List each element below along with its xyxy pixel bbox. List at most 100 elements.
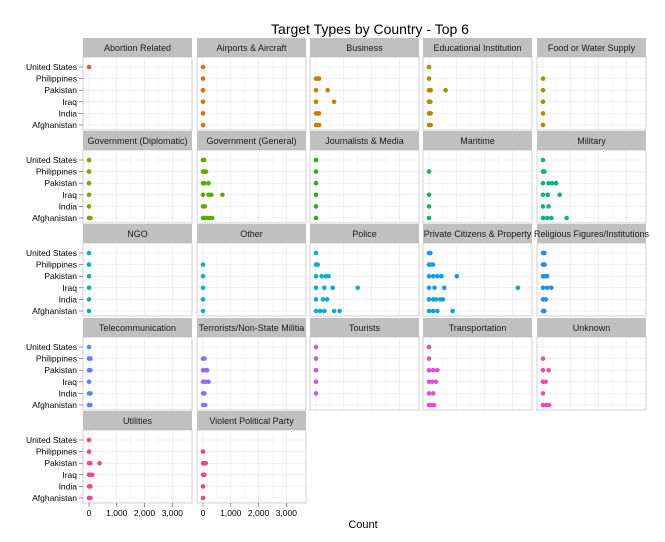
grid-lines xyxy=(197,430,306,503)
grid-lines xyxy=(83,243,192,316)
data-point xyxy=(330,285,335,291)
data-point xyxy=(200,262,206,267)
data-point xyxy=(313,297,319,302)
facet-plot-area xyxy=(536,336,647,411)
facet-panel: Government (General) xyxy=(196,131,307,224)
y-tick-label: Philippines xyxy=(36,260,77,270)
y-tick-label: Afghanistan xyxy=(32,306,77,316)
data-point xyxy=(316,111,322,116)
facet-strip xyxy=(83,38,192,57)
data-point xyxy=(206,379,211,385)
facet-strip xyxy=(83,131,192,150)
data-point xyxy=(430,273,436,279)
x-tick-label: 2,000 xyxy=(134,508,156,518)
data-point xyxy=(426,308,432,314)
grid-lines xyxy=(423,57,532,130)
data-point xyxy=(313,273,319,279)
data-point xyxy=(543,379,549,385)
data-point xyxy=(542,262,547,267)
facet-strip xyxy=(197,411,306,430)
data-point xyxy=(313,344,319,350)
data-point xyxy=(443,87,448,93)
data-point xyxy=(322,285,327,291)
facet-plot-area xyxy=(422,149,533,224)
grid-lines xyxy=(197,150,306,223)
facet-plot-area xyxy=(82,429,193,504)
y-tick-label: India xyxy=(59,108,78,118)
y-tick-label: United States xyxy=(26,248,77,258)
facet-panel: Food or Water Supply xyxy=(536,38,647,131)
data-point xyxy=(426,379,432,385)
data-point xyxy=(200,99,206,105)
data-point xyxy=(203,169,209,174)
facet-plot-area xyxy=(196,56,307,131)
data-point xyxy=(544,215,550,221)
data-point xyxy=(553,180,559,186)
x-tick-label: 3,000 xyxy=(162,508,184,518)
grid-lines xyxy=(423,337,532,410)
data-point xyxy=(313,356,319,361)
facet-strip-label: Government (General) xyxy=(206,136,296,146)
facet-strip-label: Transportation xyxy=(449,323,507,333)
facet-strip-label: Maritime xyxy=(460,136,495,146)
data-point xyxy=(355,285,360,291)
grid-lines xyxy=(537,57,646,130)
facet-panel: Abortion Related xyxy=(82,38,193,131)
data-point xyxy=(542,250,547,256)
facet-strip-label: Telecommunication xyxy=(99,323,176,333)
y-tick-label: Iraq xyxy=(62,97,77,107)
data-point xyxy=(204,367,210,373)
data-point xyxy=(313,157,319,163)
data-point xyxy=(441,285,447,291)
facet-strip-label: Government (Diplomatic) xyxy=(87,136,187,146)
data-point xyxy=(86,169,92,174)
facet-strip xyxy=(537,224,646,243)
data-point xyxy=(440,297,446,302)
facet-panel: Private Citizens & Property xyxy=(422,224,533,317)
y-tick-label: United States xyxy=(26,155,77,165)
y-tick-label: Philippines xyxy=(36,74,77,84)
data-point xyxy=(90,472,95,478)
facet-strip xyxy=(310,318,419,337)
facet-plot-area xyxy=(309,56,420,131)
data-point xyxy=(313,285,319,291)
facet-plot-area xyxy=(309,149,420,224)
data-point xyxy=(426,297,432,302)
data-point xyxy=(540,111,546,116)
data-point xyxy=(316,76,322,81)
facet-panel: Military xyxy=(536,131,647,224)
data-point xyxy=(540,402,546,408)
data-point xyxy=(540,99,546,105)
facet-panel: Unknown xyxy=(536,318,647,411)
y-tick-label: Iraq xyxy=(62,470,77,480)
data-point xyxy=(426,367,432,373)
data-point xyxy=(86,297,92,302)
y-tick-label: United States xyxy=(26,435,77,445)
data-point xyxy=(433,379,439,385)
data-point xyxy=(200,285,206,291)
facet-plot-area xyxy=(422,242,533,317)
data-point xyxy=(200,122,206,128)
data-point xyxy=(86,262,92,267)
data-point xyxy=(88,460,93,466)
facet-plot-area xyxy=(196,149,307,224)
facet-plot-area xyxy=(536,56,647,131)
data-point xyxy=(202,180,207,186)
data-point xyxy=(86,285,92,291)
x-tick-label: 3,000 xyxy=(276,508,298,518)
y-tick-label: Philippines xyxy=(36,354,77,364)
facet-strip-label: Other xyxy=(240,229,263,239)
data-point xyxy=(202,402,208,408)
x-axis: 0 1,000 2,000 3,000 xyxy=(87,503,184,518)
data-point xyxy=(88,391,93,396)
data-point xyxy=(435,273,440,279)
data-point xyxy=(317,308,323,314)
data-point xyxy=(331,308,337,314)
facet-plot-area xyxy=(196,336,307,411)
grid-lines xyxy=(197,243,306,316)
facet-strip-label: Utilities xyxy=(123,416,153,426)
facet-strip xyxy=(310,131,419,150)
grid-lines xyxy=(197,337,306,410)
facet-strip xyxy=(83,318,192,337)
